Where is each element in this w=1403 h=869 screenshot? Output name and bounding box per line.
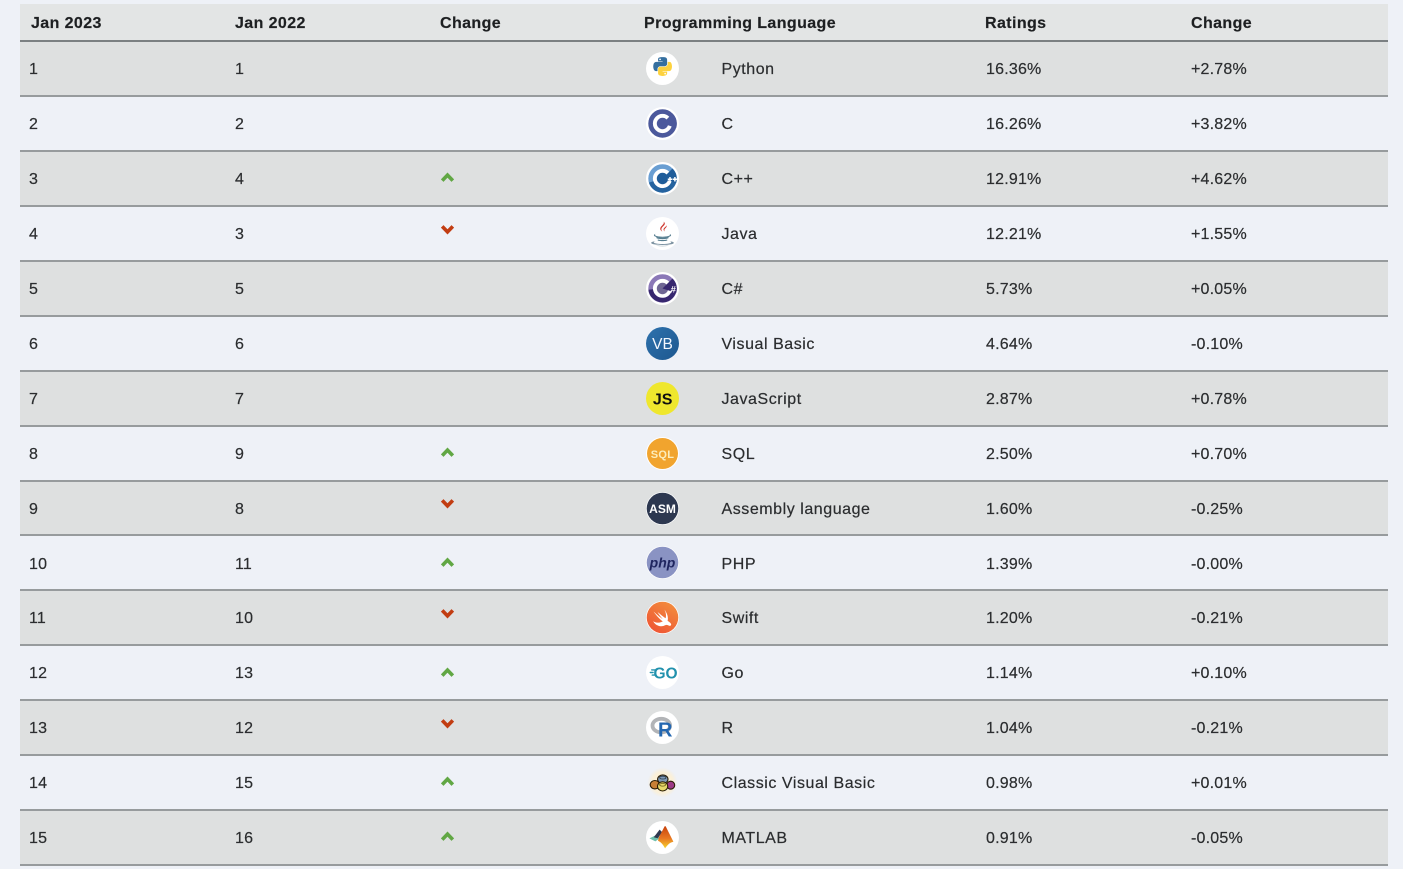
- svg-text:php: php: [648, 555, 675, 571]
- svg-text:SQL: SQL: [650, 448, 674, 460]
- svg-text:JS: JS: [652, 391, 672, 408]
- svg-text:VB: VB: [652, 336, 673, 353]
- svg-text:#: #: [670, 284, 676, 295]
- svg-text:GO: GO: [653, 666, 677, 683]
- svg-text:R: R: [657, 720, 672, 742]
- svg-text:ASM: ASM: [649, 502, 676, 516]
